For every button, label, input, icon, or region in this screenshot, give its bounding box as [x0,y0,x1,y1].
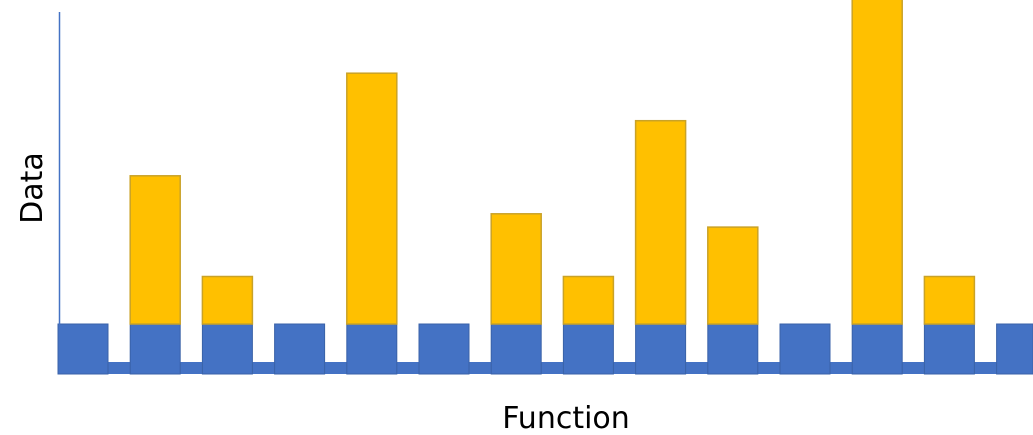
stack-block-3 [201,275,254,325]
base-block-6 [418,323,470,375]
x-axis-label: Function [502,401,630,435]
base-block-3 [201,323,253,375]
base-block-7 [490,323,542,375]
stack-block-13 [923,275,976,325]
base-block-14 [996,323,1033,375]
stack-block-12 [851,0,903,325]
base-block-10 [707,323,759,375]
base-block-2 [129,323,181,375]
base-block-11 [779,323,831,375]
base-block-8 [562,323,614,375]
base-block-5 [346,323,398,375]
stack-block-7 [490,213,542,325]
stack-block-5 [346,72,398,325]
y-axis-label: Data [15,152,50,224]
stack-block-8 [562,275,615,325]
base-block-13 [923,323,975,375]
stack-block-10 [707,226,759,325]
stack-block-9 [634,119,687,325]
base-block-4 [274,323,326,375]
stack-block-2 [129,175,181,325]
base-block-12 [851,323,903,375]
columns-layer [57,0,1033,375]
base-block-9 [635,323,687,375]
base-block-1 [57,323,109,375]
